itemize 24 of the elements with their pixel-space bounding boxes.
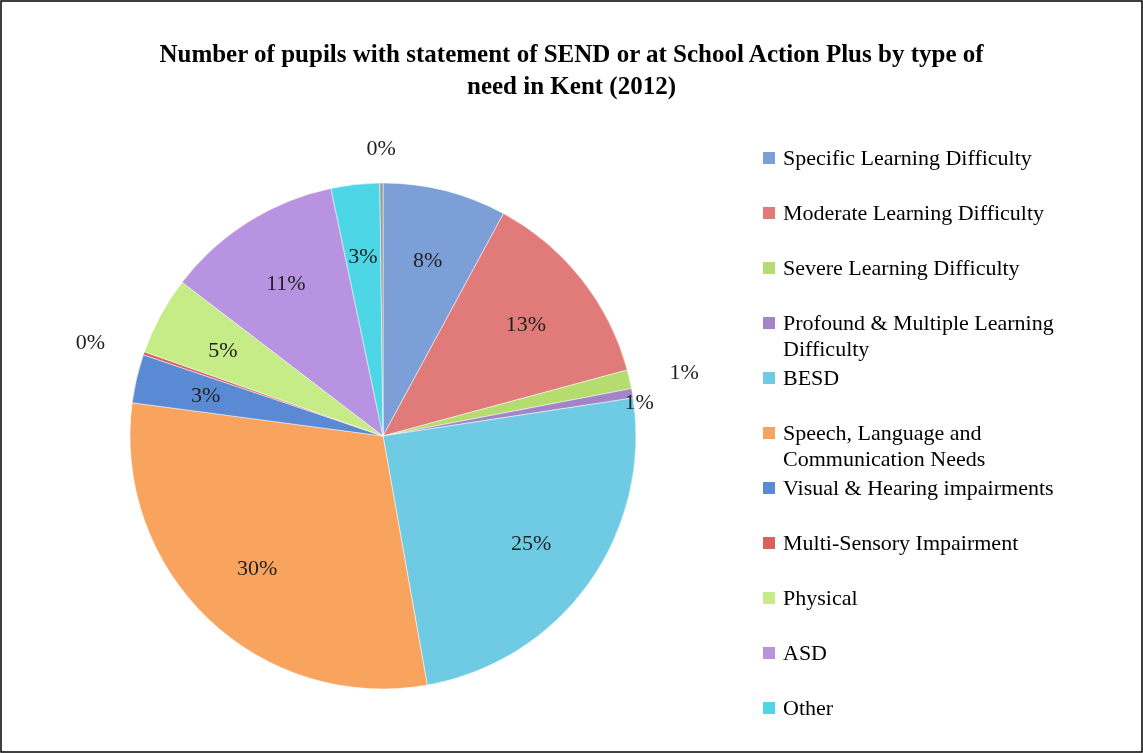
legend-label: Severe Learning Difficulty	[783, 255, 1020, 280]
data-label: 8%	[413, 247, 443, 273]
legend-label: Multi-Sensory Impairment	[783, 530, 1019, 555]
data-label: 13%	[505, 310, 547, 336]
legend-label: Profound & Multiple Learning Difficulty	[783, 310, 1054, 361]
legend-label: Moderate Learning Difficulty	[783, 200, 1045, 225]
data-label: 1%	[624, 389, 654, 415]
data-label: 1%	[669, 359, 699, 385]
legend-label: BESD	[783, 365, 840, 390]
legend-label: Visual & Hearing impairments	[783, 475, 1054, 500]
data-label: 30%	[236, 555, 278, 581]
data-label: 3%	[348, 242, 378, 268]
data-label: 0%	[366, 135, 396, 161]
chart-title: Number of pupils with statement of SEND or at School Action Plus by type of need in Kent (2012)	[159, 40, 985, 100]
data-label: 25%	[510, 529, 552, 555]
data-label: 11%	[266, 269, 306, 295]
legend-label: Specific Learning Difficulty	[783, 145, 1032, 170]
legend-label: ASD	[783, 640, 828, 665]
legend-label: Speech, Language and Communication Needs	[783, 420, 986, 471]
legend-label: Other	[783, 695, 834, 720]
data-label: 0%	[75, 329, 106, 355]
data-label: 5%	[208, 336, 238, 362]
data-label: 3%	[190, 382, 221, 408]
legend-label: Physical	[783, 585, 858, 610]
